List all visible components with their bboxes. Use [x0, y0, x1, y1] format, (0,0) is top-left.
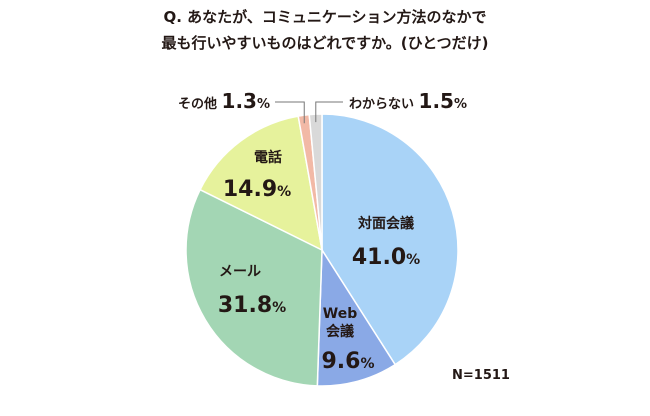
slice-value-3: 14.9%	[223, 177, 291, 202]
leader-line-4	[275, 101, 305, 124]
leader-line-5	[315, 101, 343, 123]
slice-label-1b: 会議	[326, 323, 354, 340]
slice-label-1a: Web	[323, 306, 357, 322]
pie-slice-1	[316, 247, 397, 387]
slice-label-5: わからない 1.5%	[349, 89, 467, 113]
slice-value-1: 9.6%	[321, 349, 374, 374]
slice-value-2: 31.8%	[218, 293, 286, 318]
sample-size-note: N=1511	[452, 368, 510, 383]
pie-slice-2	[185, 188, 323, 387]
slice-label-0: 対面会議	[357, 215, 414, 232]
slice-label-4: その他 1.3%	[178, 89, 270, 113]
pie-slice-3	[199, 115, 323, 252]
slice-value-0: 41.0%	[352, 245, 420, 270]
slice-label-3: 電話	[254, 149, 282, 166]
chart-title-line-2: 最も行いやすいものはどれですか。(ひとつだけ)	[161, 34, 489, 52]
slice-label-2: メール	[219, 264, 261, 280]
chart-title-line-1: Q. あなたが、コミュニケーション方法のなかで	[163, 8, 487, 26]
